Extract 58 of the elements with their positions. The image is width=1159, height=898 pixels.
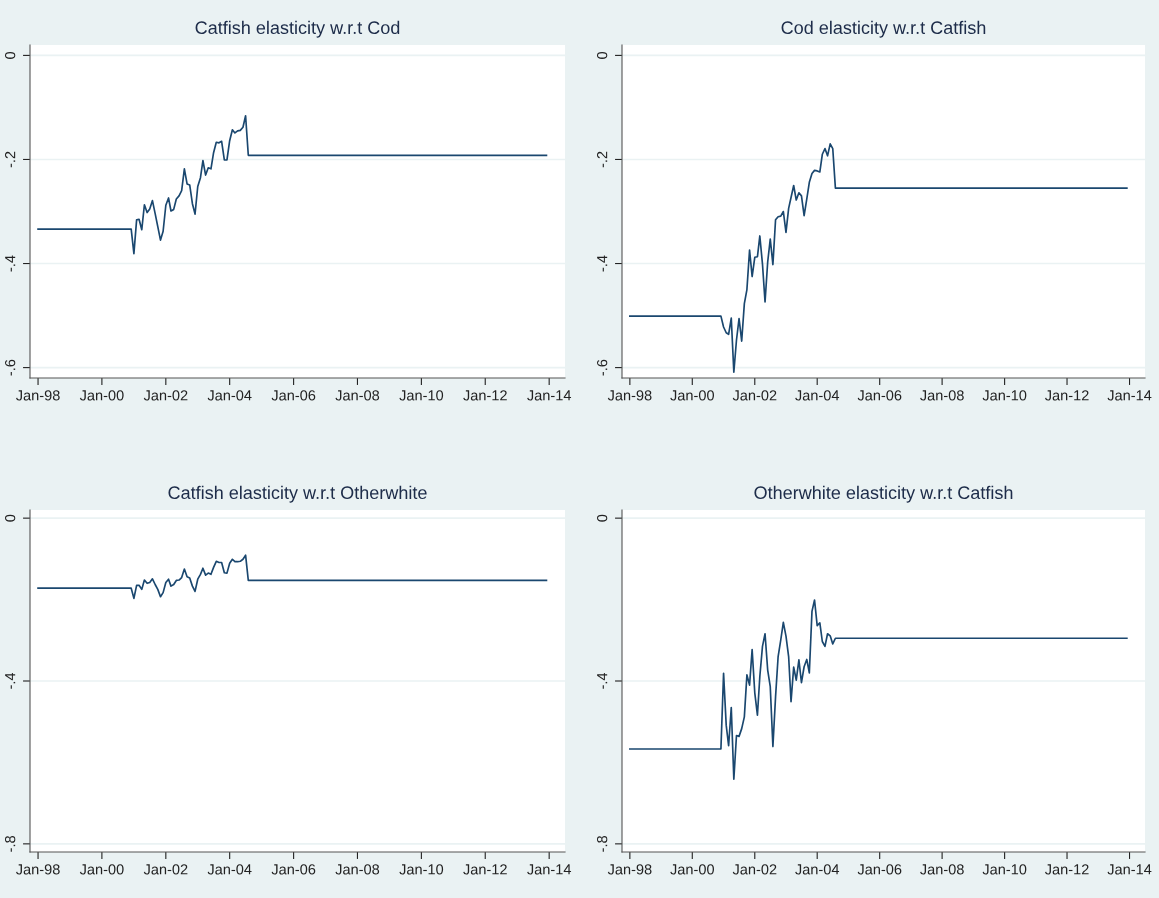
x-tick-label: Jan-98	[607, 864, 652, 875]
x-tick-label: Jan-10	[982, 864, 1027, 875]
y-tick-label: 0	[596, 514, 608, 522]
y-tick-label: -.6	[4, 359, 16, 376]
x-tick-label: Jan-12	[463, 390, 507, 401]
x-tick-label: Jan-12	[463, 864, 507, 875]
x-tick-label: Jan-08	[920, 864, 964, 875]
line-series	[629, 143, 1128, 374]
x-tick-label: Jan-12	[1044, 390, 1089, 401]
x-tick-label: Jan-14	[527, 390, 572, 401]
y-tick-label: -.4	[597, 672, 608, 689]
x-tick-label: Jan-08	[335, 864, 380, 875]
x-tick-label: Jan-10	[399, 390, 444, 401]
x-tick-label: Jan-02	[732, 390, 777, 401]
x-tick-label: Jan-98	[15, 390, 60, 401]
chart-title: Catfish elasticity w.r.t Otherwhite	[168, 485, 427, 503]
x-tick-label: Jan-14	[1107, 390, 1152, 401]
x-tick-label: Jan-10	[982, 390, 1027, 401]
x-tick-label: Jan-02	[143, 864, 188, 875]
y-tick-label: -.2	[596, 151, 608, 168]
x-tick-label: Jan-08	[335, 390, 380, 401]
y-tick-label: 0	[4, 51, 16, 59]
x-tick-label: Jan-98	[607, 390, 652, 401]
x-tick-label: Jan-02	[732, 864, 777, 875]
x-tick-label: Jan-04	[795, 390, 840, 401]
y-tick-label: -.2	[4, 151, 16, 168]
y-tick-label: -.4	[5, 672, 16, 689]
x-tick-label: Jan-06	[857, 864, 902, 875]
x-tick-label: Jan-04	[795, 864, 840, 875]
x-tick-label: Jan-06	[271, 390, 316, 401]
y-tick-label: -.8	[4, 835, 16, 852]
y-tick-label: -.6	[596, 359, 608, 376]
x-tick-label: Jan-04	[207, 864, 252, 875]
chart-title: Otherwhite elasticity w.r.t Catfish	[754, 485, 1013, 503]
x-tick-label: Jan-00	[79, 864, 124, 875]
line-series	[37, 554, 548, 600]
x-tick-label: Jan-98	[15, 864, 60, 875]
y-tick-label: 0	[4, 514, 16, 522]
y-tick-label: -.4	[597, 255, 608, 272]
x-tick-label: Jan-00	[670, 864, 715, 875]
x-tick-label: Jan-10	[399, 864, 444, 875]
x-tick-label: Jan-06	[857, 390, 902, 401]
y-tick-label: 0	[596, 51, 608, 59]
x-tick-label: Jan-02	[143, 390, 188, 401]
y-tick-label: -.8	[596, 835, 608, 852]
x-tick-label: Jan-08	[920, 390, 964, 401]
x-tick-label: Jan-14	[1107, 864, 1152, 875]
x-tick-label: Jan-14	[527, 864, 572, 875]
chart-title: Cod elasticity w.r.t Catfish	[781, 20, 986, 38]
line-series	[629, 599, 1128, 780]
line-series	[37, 114, 548, 255]
x-tick-label: Jan-00	[670, 390, 715, 401]
x-tick-label: Jan-06	[271, 864, 316, 875]
x-tick-label: Jan-00	[79, 390, 124, 401]
chart-title: Catfish elasticity w.r.t Cod	[195, 20, 400, 38]
y-tick-label: -.4	[5, 255, 16, 272]
x-tick-label: Jan-04	[207, 390, 252, 401]
x-tick-label: Jan-12	[1044, 864, 1089, 875]
